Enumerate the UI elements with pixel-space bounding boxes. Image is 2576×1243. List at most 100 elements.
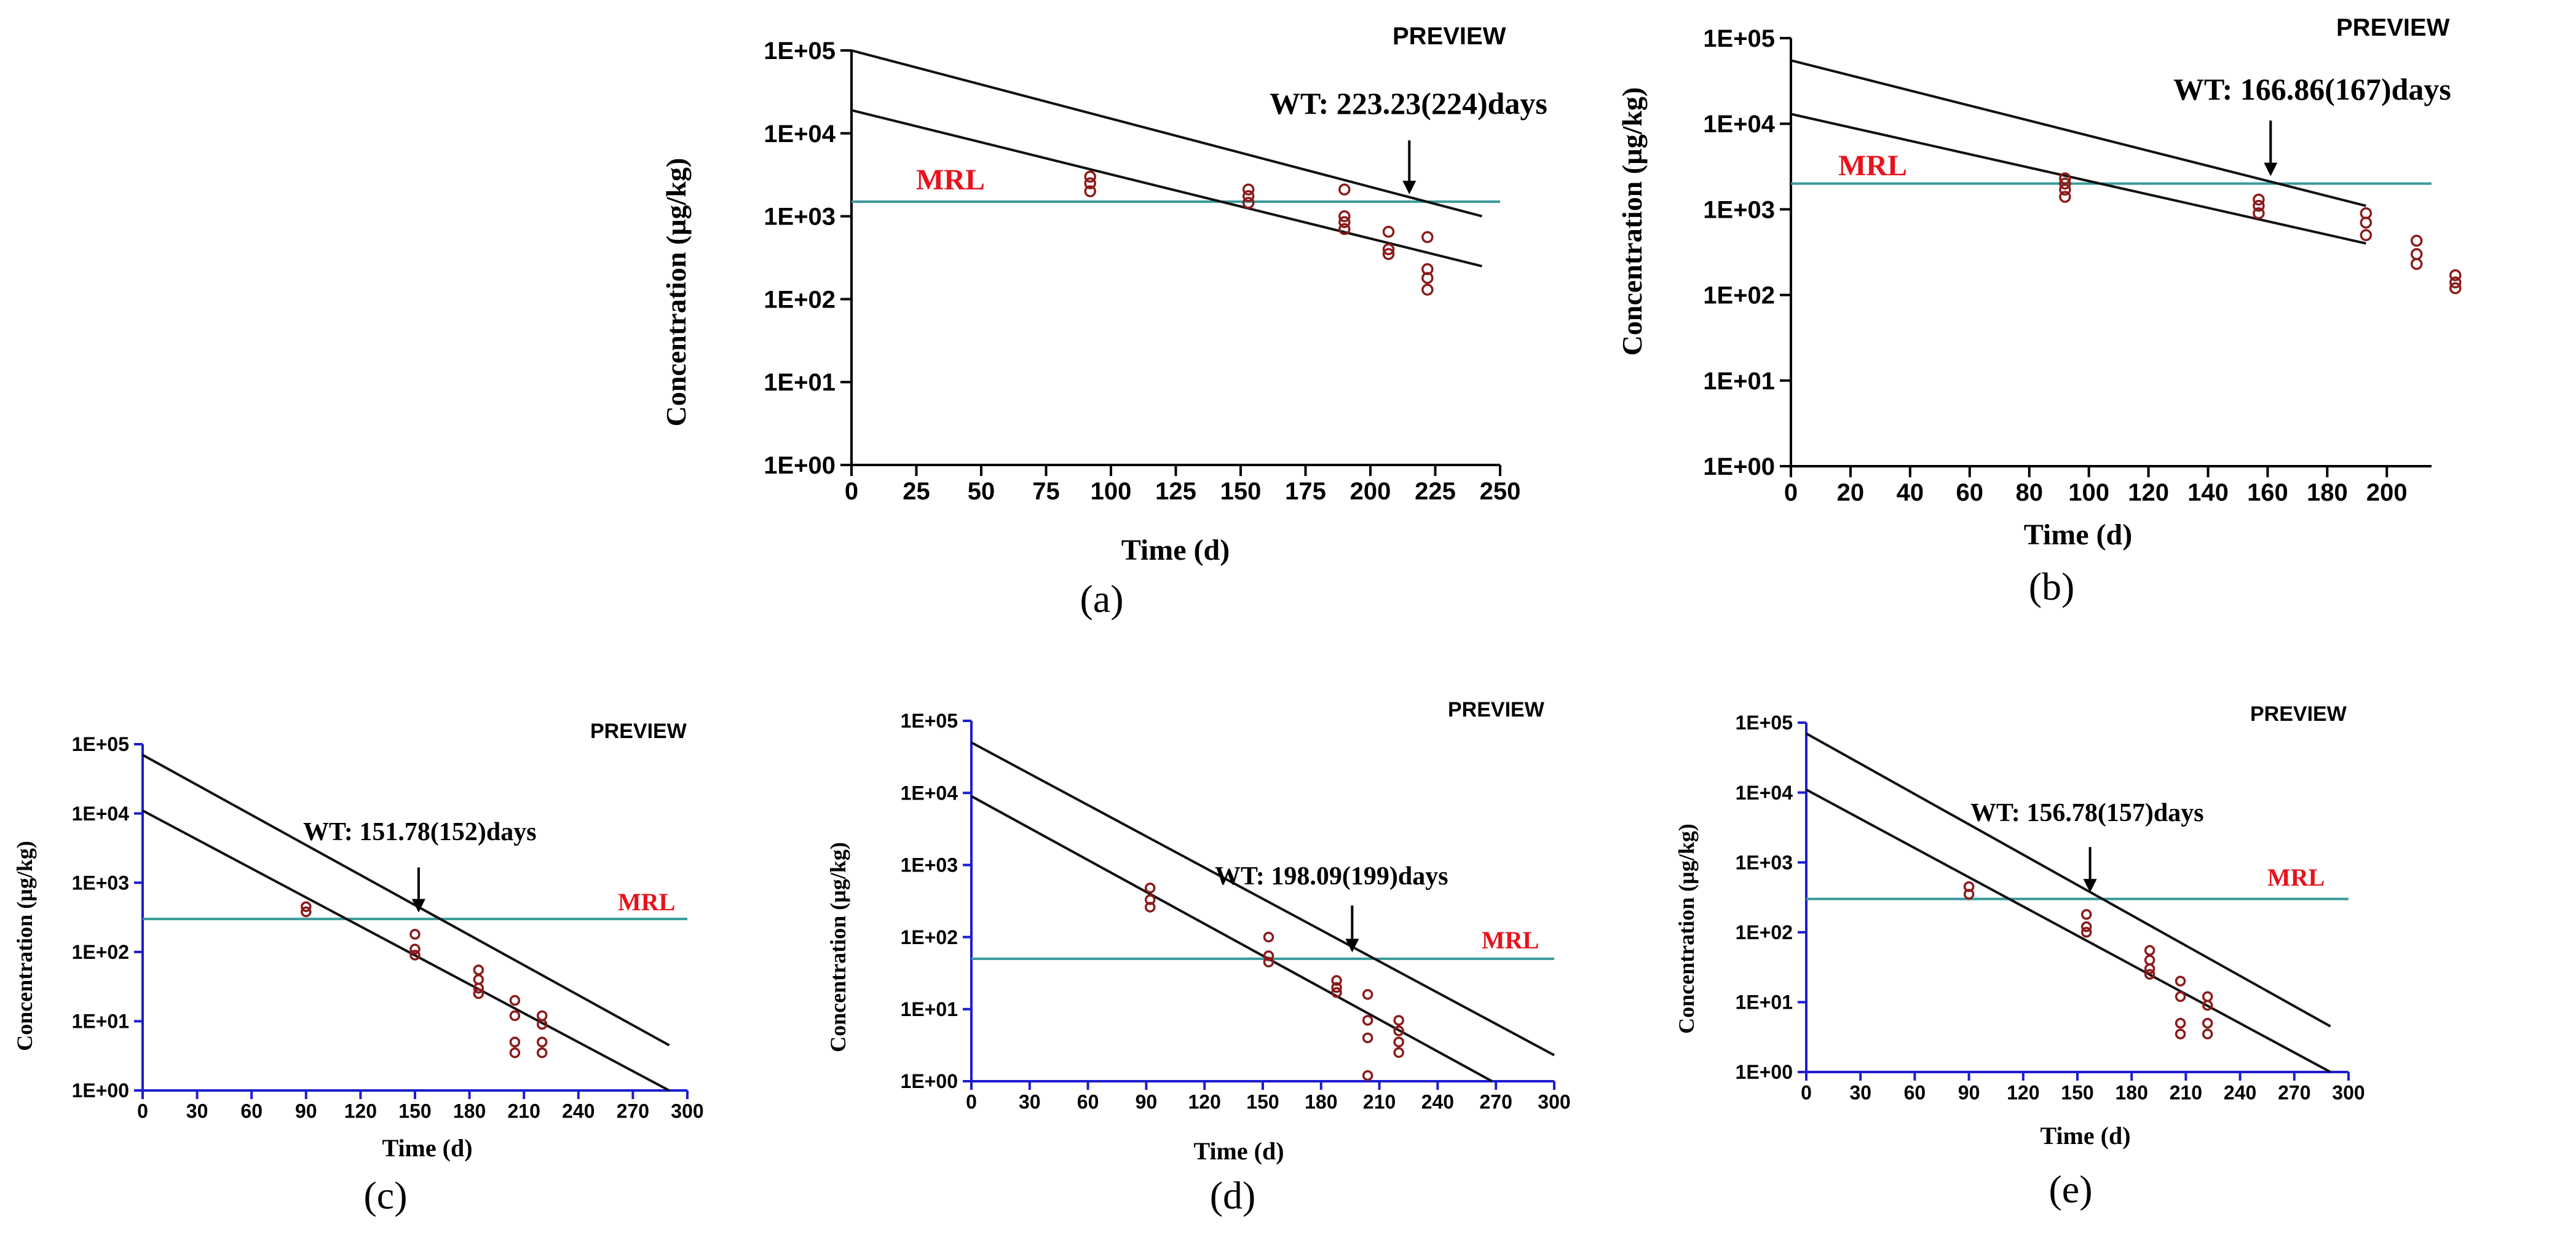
- panel-c-data-point-0: [301, 901, 312, 912]
- panel-a-data-point-10: [1382, 226, 1395, 238]
- panel-c-mrl-label: MRL: [618, 888, 675, 916]
- panel-a-x-tick-label-175: 175: [1285, 478, 1326, 505]
- panel-b-wt-arrowhead: [2264, 162, 2278, 177]
- panel-d-x-tick-label-90: 90: [1136, 1090, 1158, 1113]
- panel-d-x-tick-label-270: 270: [1480, 1090, 1512, 1113]
- panel-e: 0 30 60 90 120 150 180 210 240 270 300 1E+00 1E+01 1E…: [1660, 692, 2570, 1236]
- panel-b-x-tick-label-200: 200: [2366, 479, 2408, 506]
- panel-b-fit-line-upper: [1790, 59, 2366, 207]
- panel-d-fit-line-upper: [971, 741, 1555, 1057]
- panel-a-preview-label: PREVIEW: [1393, 23, 1506, 50]
- panel-b-data-point-12: [2411, 258, 2423, 270]
- panel-b-data-point-2: [2059, 183, 2071, 196]
- panel-e-y-tick-label-3: 1E+03: [1736, 851, 1793, 873]
- panel-c-y-axis-title: Concentration (µg/kg): [12, 841, 37, 1051]
- panel-c-x-tick-label-240: 240: [562, 1100, 595, 1122]
- panel-e-data-point-12: [2175, 1028, 2186, 1039]
- panel-c-data-point-8: [473, 988, 484, 999]
- panel-d-y-tick-label-5: 1E+05: [901, 710, 958, 732]
- panel-d-x-tick-label-180: 180: [1305, 1090, 1337, 1113]
- panel-a-data-point-7: [1338, 210, 1351, 223]
- panel-b-y-tick-label-0: 1E+00: [1703, 453, 1775, 480]
- panel-e-y-axis-title: Concentration (µg/kg): [1674, 824, 1699, 1034]
- panel-d-y-tick-label-3: 1E+03: [901, 854, 958, 876]
- panel-a-data-point-16: [1421, 284, 1434, 296]
- panel-d-data-point-1: [1144, 894, 1156, 905]
- panel-e-data-point-16: [2202, 1028, 2213, 1039]
- panel-b-x-tick-label-100: 100: [2068, 479, 2109, 506]
- panel-d-data-point-15: [1393, 1036, 1404, 1047]
- panel-c-x-tick-label-0: 0: [137, 1100, 148, 1122]
- panel-c-x-tick-label-270: 270: [617, 1100, 649, 1122]
- panel-e-caption: (e): [2049, 1167, 2092, 1211]
- panel-b-fit-line-regression: [1790, 113, 2366, 245]
- panel-b-data-point-3: [2059, 191, 2071, 203]
- panel-b-background: [1617, 6, 2570, 584]
- panel-c-data-point-12: [509, 1047, 521, 1058]
- panel-a: 0 25 50 75 100 125 150 175 200 225 250 1E+00 1E+01 1E…: [660, 6, 1611, 621]
- panel-a-x-tick-label-125: 125: [1155, 478, 1196, 505]
- panel-e-y-tick-label-1: 1E+01: [1736, 991, 1793, 1014]
- panel-b-data-point-1: [2059, 177, 2071, 190]
- panel-c-fit-line-regression: [142, 809, 670, 1092]
- panel-c-wt-label: WT: 151.78(152)days: [303, 818, 537, 846]
- panel-c-caption: (c): [363, 1174, 407, 1217]
- panel-e-plot-content: 0 30 60 90 120 150 180 210 240 270 300 1E+00 1E+01 1E…: [1736, 712, 2365, 1103]
- panel-b-caption: (b): [2029, 565, 2075, 608]
- panel-a-data-point-9: [1338, 223, 1351, 236]
- panel-c-data-point-14: [536, 1019, 548, 1030]
- panel-e-data-point-10: [2175, 991, 2186, 1003]
- panel-e-y-tick-label-0: 1E+00: [1736, 1061, 1793, 1083]
- panel-d-data-point-4: [1263, 950, 1274, 961]
- panel-c-x-tick-label-210: 210: [508, 1100, 540, 1122]
- panel-b-x-tick-label-120: 120: [2128, 479, 2169, 506]
- panel-e-wt-label: WT: 156.78(157)days: [1970, 799, 2204, 827]
- panel-a-background: [732, 6, 1611, 584]
- panel-b-x-tick-label-140: 140: [2187, 479, 2229, 506]
- panel-c-fit-line-upper: [142, 753, 670, 1047]
- panel-c-data-point-4: [409, 950, 421, 961]
- panel-b-y-axis-title: Concentration (µg/kg): [1616, 87, 1648, 356]
- panel-d-data-point-2: [1144, 902, 1156, 913]
- panel-b-y-tick-label-1: 1E+01: [1703, 368, 1775, 395]
- panel-e-y-tick-label-2: 1E+02: [1736, 921, 1793, 943]
- panel-d-caption: (d): [1210, 1174, 1256, 1217]
- panel-b-y-tick-label-3: 1E+03: [1703, 196, 1775, 223]
- panel-a-fit-line-regression: [851, 109, 1482, 268]
- panel-c-x-axis-title: Time (d): [382, 1134, 472, 1162]
- panel-a-x-tick-label-200: 200: [1350, 478, 1391, 505]
- panel-a-wt-label: WT: 223.23(224)days: [1270, 86, 1547, 121]
- panel-c-plot-content: 0 30 60 90 120 150 180 210 240 270 300 1E+00 1E+01 1E…: [72, 733, 704, 1122]
- panel-d-y-tick-label-1: 1E+01: [901, 998, 958, 1020]
- panel-a-mrl-label: MRL: [916, 164, 985, 196]
- panel-c-data-point-15: [536, 1036, 548, 1048]
- panel-e-wt-arrowhead: [2083, 879, 2097, 893]
- panel-e-data-point-4: [2080, 927, 2092, 938]
- panel-e-y-tick-label-5: 1E+05: [1736, 712, 1793, 734]
- panel-e-x-tick-label-240: 240: [2224, 1081, 2256, 1103]
- panel-b-data-point-15: [2449, 282, 2462, 295]
- panel-d: 0 30 60 90 120 150 180 210 240 270 300 1E+00 1E+01 1E…: [826, 689, 1657, 1236]
- panel-a-x-tick-label-0: 0: [845, 478, 858, 505]
- panel-a-fit-line-upper: [851, 49, 1482, 218]
- panel-a-data-point-0: [1084, 170, 1096, 183]
- panel-c-data-point-7: [473, 982, 484, 994]
- panel-d-x-tick-label-300: 300: [1538, 1090, 1570, 1113]
- panel-b-x-tick-label-40: 40: [1897, 479, 1924, 506]
- panel-c-y-tick-label-5: 1E+05: [72, 733, 129, 755]
- panel-a-data-point-11: [1382, 243, 1395, 255]
- panel-d-mrl-label: MRL: [1482, 926, 1539, 954]
- panel-b-data-point-14: [2449, 276, 2462, 289]
- panel-d-data-point-14: [1393, 1025, 1404, 1036]
- panel-a-x-tick-label-75: 75: [1032, 478, 1060, 505]
- panel-a-x-tick-label-100: 100: [1091, 478, 1132, 505]
- panel-a-x-tick-label-225: 225: [1415, 478, 1456, 505]
- panel-a-data-point-3: [1242, 183, 1255, 196]
- panel-b-data-point-9: [2360, 229, 2373, 242]
- panel-e-x-tick-label-90: 90: [1958, 1081, 1980, 1103]
- panel-e-data-point-3: [2080, 921, 2092, 932]
- panel-a-data-point-6: [1338, 183, 1351, 196]
- panel-d-data-point-10: [1362, 1015, 1373, 1026]
- panel-d-x-tick-label-120: 120: [1188, 1090, 1221, 1113]
